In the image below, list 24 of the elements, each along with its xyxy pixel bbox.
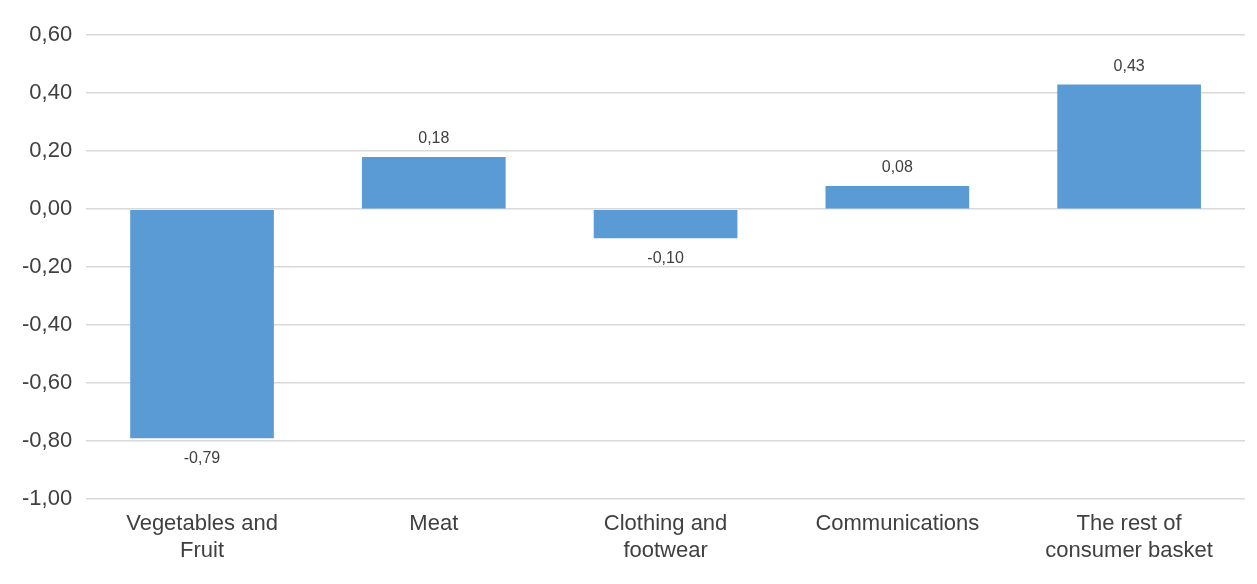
x-tick-label: Meat xyxy=(409,510,459,536)
bar xyxy=(1057,84,1201,209)
y-tick-label: -0,40 xyxy=(21,311,73,337)
x-tick-label: Communications xyxy=(815,510,980,536)
bar xyxy=(361,157,506,209)
data-label: -0,10 xyxy=(647,248,684,266)
data-label: 0,18 xyxy=(418,129,450,147)
y-tick-label: 0,60 xyxy=(29,21,73,47)
data-label: 0,43 xyxy=(1113,56,1145,74)
bar xyxy=(130,209,274,439)
y-tick-label: -0,20 xyxy=(21,253,73,279)
y-tick-label: -1,00 xyxy=(21,485,73,511)
bar xyxy=(593,209,738,239)
y-tick-label: -0,80 xyxy=(21,427,73,453)
x-tick-label: The rest of consumer basket xyxy=(1045,510,1213,562)
x-tick-label: Clothing and footwear xyxy=(603,510,728,562)
data-label: -0,79 xyxy=(183,448,221,466)
y-tick-label: 0,40 xyxy=(29,79,73,105)
y-tick-label: 0,00 xyxy=(29,195,73,221)
y-tick-label: 0,20 xyxy=(29,137,73,163)
bar xyxy=(825,186,970,209)
x-tick-label: Vegetables and Fruit xyxy=(126,510,278,562)
y-tick-label: -0,60 xyxy=(21,369,73,395)
data-label: 0,08 xyxy=(881,158,914,176)
